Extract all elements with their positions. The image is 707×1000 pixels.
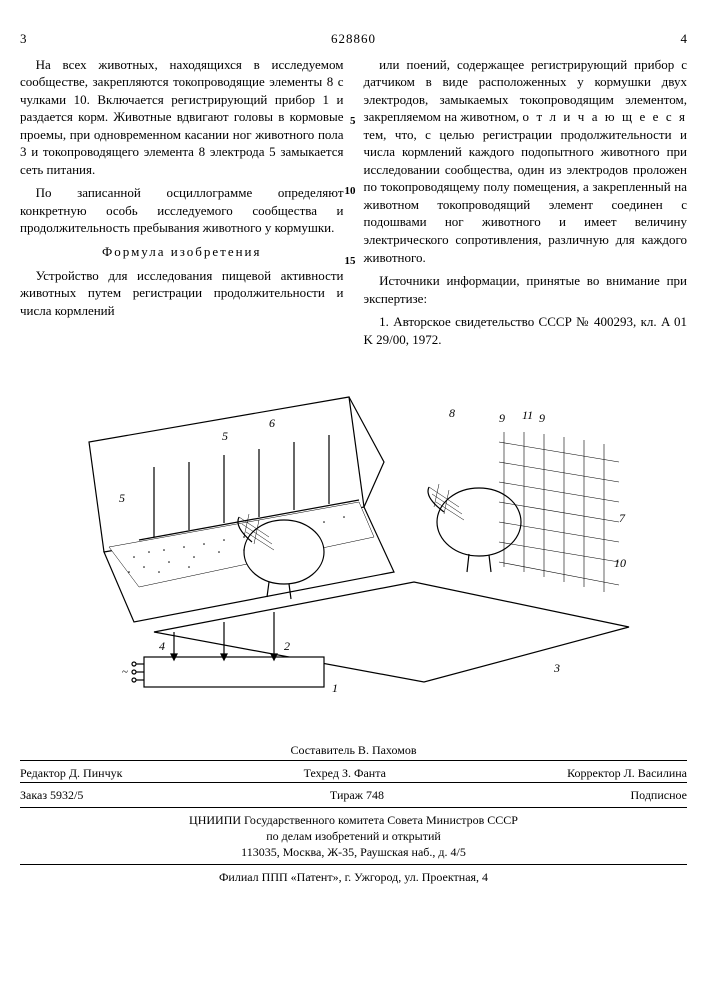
line-number: 5	[350, 114, 356, 129]
paragraph: Устройство для исследования пищевой акти…	[20, 267, 344, 320]
figure-label: 9	[539, 411, 545, 425]
paragraph: По записанной осциллограмме определяют к…	[20, 184, 344, 237]
figure-label: 4	[159, 639, 165, 653]
figure-label: 10	[614, 556, 626, 570]
subscription: Подписное	[631, 787, 688, 803]
line-number: 15	[345, 254, 356, 269]
order-number: Заказ 5932/5	[20, 787, 83, 803]
figure-label: 2	[284, 639, 290, 653]
organization-sub: по делам изобретений и открытий	[20, 828, 687, 844]
figure-label: 7	[619, 511, 626, 525]
text-columns: 5 10 15 На всех животных, находящихся в …	[20, 56, 687, 355]
line-number: 10	[345, 184, 356, 199]
formula-title: Формула изобретения	[20, 243, 344, 261]
figure-label: 5	[119, 491, 125, 505]
corrector: Корректор Л. Василина	[567, 765, 687, 781]
tirazh: Тираж 748	[330, 787, 384, 803]
technical-drawing: ~ 1 2 3 4 5 5 6 7 8 9 11 9 10	[74, 372, 634, 702]
organization: ЦНИИПИ Государственного комитета Совета …	[20, 812, 687, 828]
paragraph: На всех животных, находящихся в исследуе…	[20, 56, 344, 179]
techred: Техред З. Фанта	[304, 765, 386, 781]
reference: 1. Авторское свидетельство СССР № 400293…	[364, 313, 688, 348]
editor: Редактор Д. Пинчук	[20, 765, 122, 781]
document-number: 628860	[27, 30, 681, 48]
figure-label: 5	[222, 429, 228, 443]
figure-label: 8	[449, 406, 455, 420]
figure-label: 9	[499, 411, 505, 425]
branch: Филиал ППП «Патент», г. Ужгород, ул. Про…	[20, 864, 687, 885]
paragraph: или поений, содержащее регистрирующий пр…	[364, 56, 688, 267]
figure-label: 6	[269, 416, 275, 430]
left-column: 5 10 15 На всех животных, находящихся в …	[20, 56, 344, 355]
figure-label: 1	[332, 681, 338, 695]
page-number-right: 4	[681, 30, 688, 48]
address: 113035, Москва, Ж-35, Раушская наб., д. …	[20, 844, 687, 860]
paragraph: Источники информации, принятые во вниман…	[364, 272, 688, 307]
emphasized-word: о т л и ч а ю щ е е с я	[523, 109, 687, 124]
compiler: Составитель В. Пахомов	[20, 742, 687, 758]
figure-label: 11	[522, 408, 533, 422]
right-column: или поений, содержащее регистрирующий пр…	[364, 56, 688, 355]
footer: Составитель В. Пахомов Редактор Д. Пинчу…	[20, 742, 687, 885]
figure-label: 3	[553, 661, 560, 675]
svg-text:~: ~	[122, 666, 128, 678]
